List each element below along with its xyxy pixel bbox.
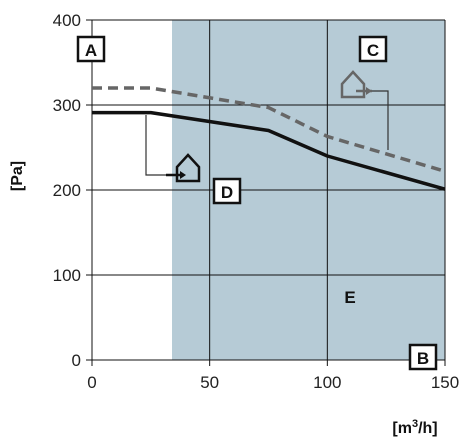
x-tick-label: 50 [200, 373, 219, 392]
y-tick-label: 200 [53, 181, 81, 200]
series-layer [92, 86, 446, 191]
svg-text:D: D [221, 183, 233, 202]
x-tick-label: 150 [431, 373, 459, 392]
svg-text:A: A [85, 41, 97, 60]
label-a: A [76, 35, 106, 63]
grid-lines [86, 19, 446, 366]
label-b: B [408, 343, 438, 371]
y-tick-label: 0 [72, 351, 81, 370]
label-c: C [358, 35, 388, 63]
x-tick-labels: 0 50 100 150 [87, 373, 459, 392]
y-tick-labels: 0 100 200 300 400 [53, 11, 81, 370]
series-line-d [92, 110, 446, 191]
x-tick-label: 100 [313, 373, 341, 392]
label-e: E [344, 288, 355, 307]
x-axis-label: [m3/h] [392, 418, 437, 437]
svg-text:B: B [417, 349, 429, 368]
y-tick-label: 400 [53, 11, 81, 30]
y-axis-label: [Pa] [9, 161, 26, 191]
y-tick-label: 100 [53, 266, 81, 285]
house-outlet-icon [340, 70, 372, 99]
x-tick-label: 0 [87, 373, 96, 392]
leader-c [372, 90, 389, 150]
y-tick-label: 300 [53, 96, 81, 115]
svg-text:C: C [367, 41, 379, 60]
series-line-c [92, 86, 446, 173]
house-inlet-icon [166, 153, 201, 183]
label-d: D [212, 177, 242, 205]
leader-d [145, 115, 166, 176]
